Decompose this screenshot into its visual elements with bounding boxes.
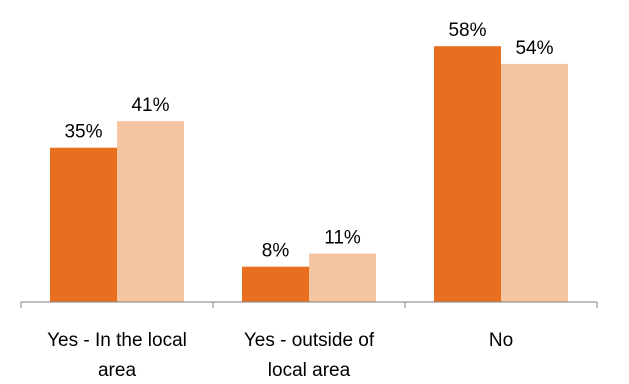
bar-series-1-3 bbox=[434, 46, 501, 303]
bar-series-2-2 bbox=[309, 253, 376, 302]
category-label: area bbox=[98, 360, 136, 381]
data-label: 41% bbox=[131, 95, 169, 116]
category-label: Yes - In the local bbox=[47, 330, 187, 351]
bar-series-1-2 bbox=[242, 266, 309, 302]
x-axis-ticks bbox=[20, 302, 598, 308]
data-labels-group: 35% 41% 8% 11% 58% 54% bbox=[64, 20, 553, 262]
category-labels-group: Yes - In the local area Yes - outside of lo… bbox=[47, 330, 513, 381]
category-label: local area bbox=[268, 360, 351, 381]
bar-series-2-3 bbox=[501, 63, 568, 303]
bars-group bbox=[50, 46, 568, 303]
category-label: Yes - outside of bbox=[244, 330, 375, 351]
data-label: 54% bbox=[515, 38, 553, 59]
data-label: 8% bbox=[262, 241, 290, 262]
bar-series-1-1 bbox=[50, 147, 117, 302]
category-label: No bbox=[489, 330, 513, 351]
data-label: 58% bbox=[448, 20, 486, 41]
data-label: 11% bbox=[324, 228, 361, 249]
data-label: 35% bbox=[64, 122, 102, 143]
bar-series-2-1 bbox=[117, 121, 184, 302]
